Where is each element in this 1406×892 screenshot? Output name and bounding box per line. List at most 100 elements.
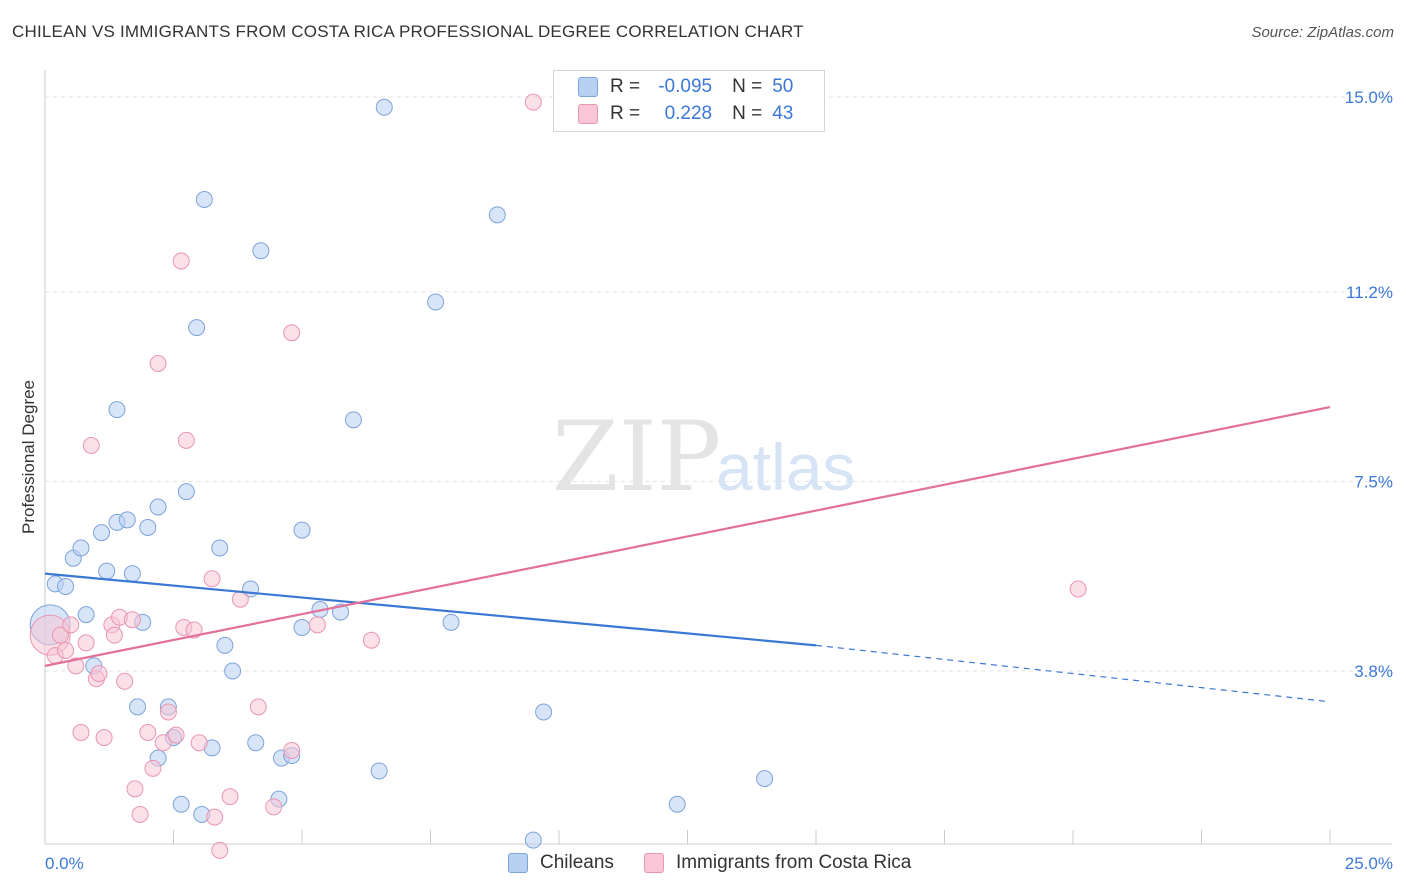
costa-rica-point <box>62 616 80 634</box>
chileans-point <box>216 636 234 654</box>
y-tick-label: 3.8% <box>1354 662 1393 681</box>
costa-rica-n-value: 43 <box>772 103 794 124</box>
costa-rica-point <box>362 631 380 649</box>
chileans-point <box>247 734 265 752</box>
chileans-point <box>188 319 206 337</box>
chileans-point <box>72 539 90 557</box>
chileans-point <box>252 242 270 260</box>
stats-legend: R = -0.095 N = 50 R = 0.228 N = 43 <box>553 70 825 132</box>
costa-rica-point <box>126 780 144 798</box>
x-tick-label: 0.0% <box>45 854 84 873</box>
chileans-swatch-icon <box>508 853 528 873</box>
chileans-point <box>149 498 167 516</box>
chileans-trend-extension <box>815 644 1331 703</box>
chileans-point <box>172 795 190 813</box>
costa-rica-point <box>90 665 108 683</box>
data-points <box>29 93 1087 859</box>
watermark-atlas: atlas <box>716 430 855 504</box>
costa-rica-point <box>57 642 75 659</box>
n-label: N = <box>732 76 763 97</box>
r-label: R = <box>610 103 641 124</box>
chileans-point <box>123 565 141 583</box>
costa-rica-point <box>154 734 172 752</box>
y-tick-label: 15.0% <box>1345 88 1393 107</box>
costa-rica-point <box>144 759 162 777</box>
chileans-point <box>442 613 460 631</box>
chileans-point <box>427 293 445 311</box>
y-tick-label: 7.5% <box>1354 472 1393 491</box>
legend-label-costa-rica: Immigrants from Costa Rica <box>675 852 912 873</box>
axis-labels: 3.8% 7.5% 11.2% 15.0% 0.0% 25.0% Professional … <box>19 88 1393 873</box>
costa-rica-point <box>265 798 283 816</box>
costa-rica-point <box>167 726 185 744</box>
costa-rica-point <box>149 355 167 372</box>
source-label: Source: ZipAtlas.com <box>1251 24 1394 41</box>
chileans-point <box>370 762 388 780</box>
chileans-point <box>177 483 195 501</box>
y-axis-label: Professional Degree <box>19 380 38 534</box>
costa-rica-r-value: 0.228 <box>664 103 713 124</box>
costa-rica-point <box>211 841 229 859</box>
costa-rica-point <box>249 698 267 716</box>
chileans-point <box>756 770 774 788</box>
costa-rica-point <box>123 611 141 629</box>
costa-rica-trend-line <box>44 405 1331 667</box>
chileans-point <box>224 662 242 680</box>
chileans-point <box>93 524 111 542</box>
x-tick-label: 25.0% <box>1345 854 1393 873</box>
chileans-point <box>77 606 95 624</box>
trend-lines <box>44 405 1331 703</box>
y-tick-label: 11.2% <box>1346 283 1393 302</box>
n-label: N = <box>732 103 763 124</box>
chileans-point <box>344 411 362 429</box>
legend-row-chileans: R = -0.095 N = 50 <box>578 74 793 100</box>
chileans-swatch-icon <box>578 77 598 97</box>
legend-label-chileans: Chileans <box>540 852 614 873</box>
chileans-point <box>195 191 213 208</box>
chileans-point <box>118 511 136 529</box>
costa-rica-point <box>51 626 69 644</box>
axes <box>44 70 1392 845</box>
costa-rica-point <box>283 741 301 759</box>
chileans-point <box>375 98 393 116</box>
legend-item-chileans[interactable]: Chileans <box>508 852 614 874</box>
costa-rica-point <box>77 634 95 652</box>
costa-rica-point <box>67 657 85 675</box>
costa-rica-point <box>1069 580 1087 598</box>
chileans-point <box>129 698 147 716</box>
chileans-point <box>293 521 311 539</box>
costa-rica-point <box>206 808 224 826</box>
chileans-point <box>211 539 229 557</box>
watermark: ZIP atlas <box>552 401 855 513</box>
costa-rica-point <box>177 431 195 449</box>
costa-rica-point <box>139 724 157 741</box>
chileans-point <box>488 206 506 224</box>
chileans-r-value: -0.095 <box>658 76 713 97</box>
legend-item-costa-rica[interactable]: Immigrants from Costa Rica <box>643 852 912 874</box>
costa-rica-point <box>116 672 134 690</box>
costa-rica-swatch-icon <box>643 853 664 873</box>
legend-row-costa-rica: R = 0.228 N = 43 <box>578 101 793 127</box>
costa-rica-point <box>524 93 542 111</box>
costa-rica-point <box>131 806 149 823</box>
costa-rica-point <box>231 590 249 608</box>
costa-rica-point <box>221 788 239 806</box>
costa-rica-point <box>105 626 123 644</box>
costa-rica-swatch-icon <box>578 104 598 124</box>
chileans-point <box>293 618 311 636</box>
r-label: R = <box>610 76 641 97</box>
chileans-point <box>57 577 75 595</box>
chileans-trend-line <box>44 572 817 647</box>
chileans-point <box>524 831 542 849</box>
chart-title: CHILEAN VS IMMIGRANTS FROM COSTA RICA PR… <box>12 22 804 41</box>
costa-rica-point <box>82 437 100 454</box>
series-legend: Chileans Immigrants from Costa Rica <box>508 852 941 874</box>
costa-rica-point <box>190 734 208 752</box>
grid-lines <box>45 96 1392 672</box>
chileans-point <box>139 519 157 536</box>
costa-rica-point <box>72 724 90 741</box>
chileans-n-value: 50 <box>772 76 794 97</box>
chileans-point <box>98 562 116 580</box>
chileans-point <box>535 703 553 721</box>
